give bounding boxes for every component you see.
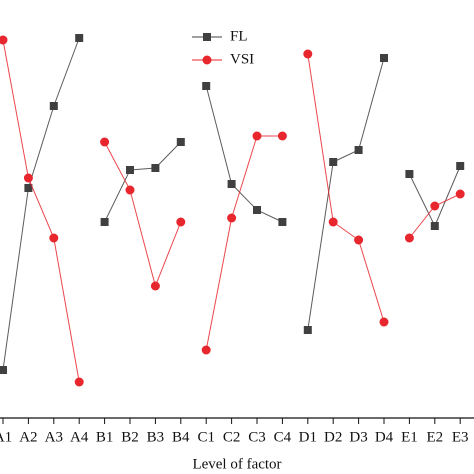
series-line [408, 165, 461, 228]
series-line [409, 193, 461, 239]
x-tick-label: B1 [96, 429, 114, 445]
x-tick-label: D2 [324, 429, 342, 445]
data-point [227, 213, 237, 223]
data-point [176, 217, 186, 227]
data-point [227, 180, 236, 188]
x-tick-label: C2 [223, 429, 241, 445]
x-tick-label: D1 [299, 429, 317, 445]
data-point [404, 233, 414, 243]
data-point [0, 366, 7, 374]
x-tick-label: B4 [172, 429, 190, 445]
data-point [24, 184, 33, 192]
data-point [0, 35, 8, 45]
data-point [253, 206, 261, 214]
x-tick-label: C4 [274, 429, 292, 445]
x-tick-label: B2 [121, 429, 139, 445]
data-point [328, 217, 338, 227]
x-tick-label: E3 [452, 429, 469, 445]
data-point [379, 317, 389, 327]
data-point [201, 345, 211, 355]
series-line [104, 141, 182, 288]
data-point [126, 166, 134, 174]
data-point [277, 131, 287, 141]
x-tick-label: B3 [147, 429, 165, 445]
data-point [74, 377, 84, 387]
data-point [303, 326, 312, 334]
series-line [205, 85, 283, 223]
data-point [329, 158, 338, 166]
x-tick-label: A3 [45, 429, 63, 445]
data-point [354, 146, 363, 154]
data-point [100, 137, 110, 147]
data-point [456, 162, 465, 170]
legend-label: VSI [230, 51, 254, 67]
x-axis-label: Level of factor [192, 456, 281, 472]
legend-marker [203, 33, 211, 41]
data-point [49, 102, 58, 110]
series-line [104, 141, 182, 223]
data-point [151, 164, 160, 172]
data-point [252, 131, 262, 141]
data-point [100, 218, 109, 226]
data-point [125, 185, 135, 195]
x-tick-label: A4 [70, 429, 89, 445]
series-line [2, 37, 80, 371]
data-point [49, 233, 59, 243]
data-point [23, 173, 33, 183]
data-point [150, 281, 160, 291]
data-point [430, 201, 440, 211]
data-point [75, 34, 84, 42]
series-line [2, 39, 80, 383]
data-point [354, 235, 364, 245]
x-tick-label: E1 [401, 429, 418, 445]
x-tick-label: A1 [0, 429, 12, 445]
x-tick-label: A2 [19, 429, 37, 445]
data-point [202, 82, 211, 90]
data-point [455, 189, 465, 199]
series-line [307, 53, 385, 323]
series-line [307, 57, 385, 331]
x-tick-label: C1 [197, 429, 215, 445]
legend-marker [202, 55, 212, 65]
x-tick-label: E2 [426, 429, 443, 445]
legend-label: FL [230, 28, 248, 44]
x-tick-label: D3 [349, 429, 367, 445]
series-line [205, 135, 283, 351]
data-point [176, 138, 185, 146]
data-point [430, 222, 439, 230]
data-point [380, 54, 388, 62]
x-tick-label: D4 [375, 429, 394, 445]
data-point [405, 170, 414, 178]
data-point [303, 49, 313, 59]
data-point [278, 218, 287, 226]
x-tick-label: C3 [248, 429, 266, 445]
